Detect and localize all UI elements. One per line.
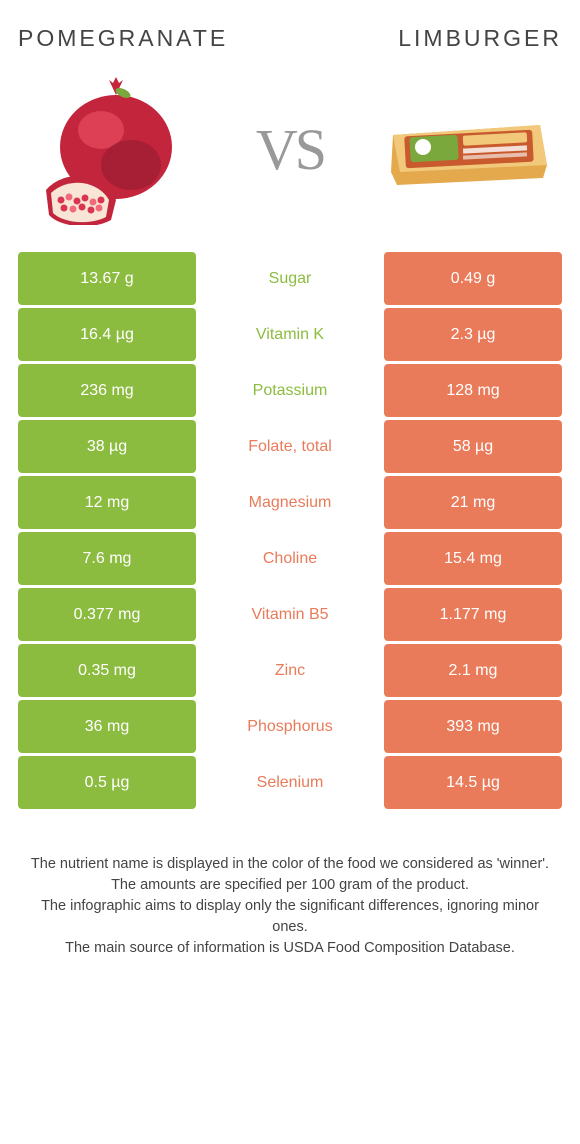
- left-value: 13.67 g: [18, 252, 196, 305]
- nutrient-label: Potassium: [196, 364, 384, 417]
- table-row: 0.377 mgVitamin B51.177 mg: [18, 588, 562, 641]
- header: POMEGRANATE LIMBURGER: [18, 25, 562, 52]
- left-value: 7.6 mg: [18, 532, 196, 585]
- nutrient-label: Zinc: [196, 644, 384, 697]
- right-food-title: LIMBURGER: [398, 25, 562, 52]
- table-row: 0.35 mgZinc2.1 mg: [18, 644, 562, 697]
- footer-notes: The nutrient name is displayed in the co…: [18, 854, 562, 959]
- nutrition-table: 13.67 gSugar0.49 g16.4 µgVitamin K2.3 µg…: [18, 252, 562, 809]
- footer-line: The nutrient name is displayed in the co…: [28, 854, 552, 875]
- left-value: 12 mg: [18, 476, 196, 529]
- images-row: VS: [18, 72, 562, 227]
- left-value: 0.5 µg: [18, 756, 196, 809]
- nutrient-label: Sugar: [196, 252, 384, 305]
- left-value: 0.377 mg: [18, 588, 196, 641]
- footer-line: The amounts are specified per 100 gram o…: [28, 875, 552, 896]
- left-value: 0.35 mg: [18, 644, 196, 697]
- footer-line: The infographic aims to display only the…: [28, 896, 552, 938]
- right-value: 2.1 mg: [384, 644, 562, 697]
- footer-line: The main source of information is USDA F…: [28, 938, 552, 959]
- table-row: 0.5 µgSelenium14.5 µg: [18, 756, 562, 809]
- right-value: 1.177 mg: [384, 588, 562, 641]
- nutrient-label: Selenium: [196, 756, 384, 809]
- table-row: 12 mgMagnesium21 mg: [18, 476, 562, 529]
- right-value: 21 mg: [384, 476, 562, 529]
- left-value: 36 mg: [18, 700, 196, 753]
- table-row: 16.4 µgVitamin K2.3 µg: [18, 308, 562, 361]
- left-value: 16.4 µg: [18, 308, 196, 361]
- pomegranate-image: [23, 72, 198, 227]
- right-value: 128 mg: [384, 364, 562, 417]
- left-value: 38 µg: [18, 420, 196, 473]
- nutrient-label: Vitamin B5: [196, 588, 384, 641]
- nutrient-label: Folate, total: [196, 420, 384, 473]
- table-row: 38 µgFolate, total58 µg: [18, 420, 562, 473]
- left-value: 236 mg: [18, 364, 196, 417]
- right-value: 58 µg: [384, 420, 562, 473]
- nutrient-label: Phosphorus: [196, 700, 384, 753]
- left-food-title: POMEGRANATE: [18, 25, 228, 52]
- right-value: 15.4 mg: [384, 532, 562, 585]
- table-row: 7.6 mgCholine15.4 mg: [18, 532, 562, 585]
- limburger-image: [382, 72, 557, 227]
- right-value: 393 mg: [384, 700, 562, 753]
- nutrient-label: Magnesium: [196, 476, 384, 529]
- table-row: 13.67 gSugar0.49 g: [18, 252, 562, 305]
- vs-label: VS: [256, 116, 324, 183]
- nutrient-label: Vitamin K: [196, 308, 384, 361]
- right-value: 14.5 µg: [384, 756, 562, 809]
- table-row: 236 mgPotassium128 mg: [18, 364, 562, 417]
- right-value: 2.3 µg: [384, 308, 562, 361]
- table-row: 36 mgPhosphorus393 mg: [18, 700, 562, 753]
- right-value: 0.49 g: [384, 252, 562, 305]
- nutrient-label: Choline: [196, 532, 384, 585]
